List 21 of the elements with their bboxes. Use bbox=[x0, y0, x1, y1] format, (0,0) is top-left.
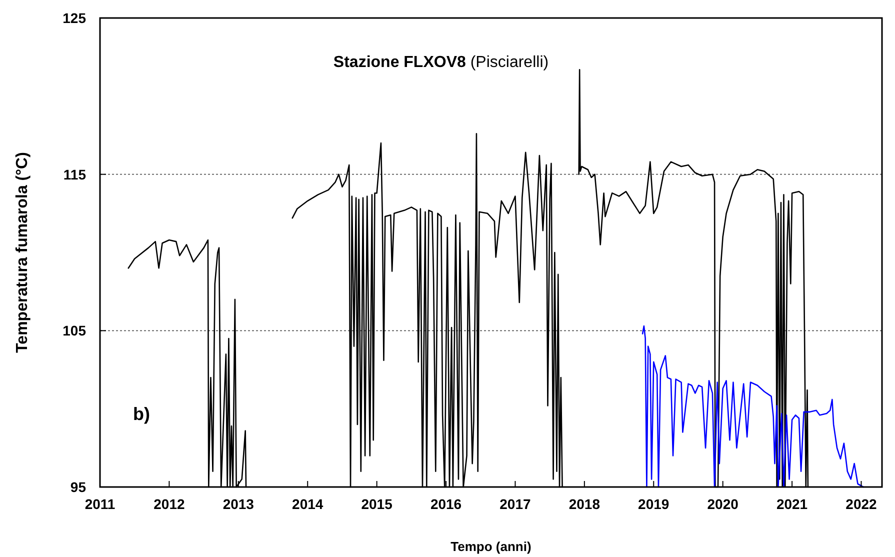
annotation: b) bbox=[133, 404, 150, 424]
x-axis-title: Tempo (anni) bbox=[450, 539, 532, 554]
x-tick-label: 2017 bbox=[500, 496, 531, 512]
y-tick-label: 125 bbox=[62, 10, 86, 26]
x-tick-label: 2015 bbox=[361, 496, 393, 512]
line-series bbox=[642, 325, 864, 488]
text: Stazione FLXOV8 (Pisciarelli) bbox=[333, 54, 549, 71]
x-tick-label: 2014 bbox=[292, 496, 324, 512]
x-tick-label: 2013 bbox=[222, 496, 254, 512]
x-tick-label: 2021 bbox=[776, 496, 808, 512]
x-tick-label: 2016 bbox=[430, 496, 462, 512]
y-axis-title: Temperatura fumarola (°C) bbox=[14, 152, 31, 353]
x-tick-label: 2011 bbox=[84, 496, 116, 512]
x-tick-label: 2022 bbox=[846, 496, 878, 512]
x-tick-label: 2012 bbox=[154, 496, 185, 512]
y-tick-label: 95 bbox=[70, 479, 86, 495]
x-tick-label: 2020 bbox=[707, 496, 739, 512]
y-tick-label: 115 bbox=[63, 166, 86, 182]
x-tick-label: 2018 bbox=[568, 496, 600, 512]
y-tick-label: 105 bbox=[62, 322, 86, 339]
x-tick-label: 2019 bbox=[638, 496, 670, 512]
